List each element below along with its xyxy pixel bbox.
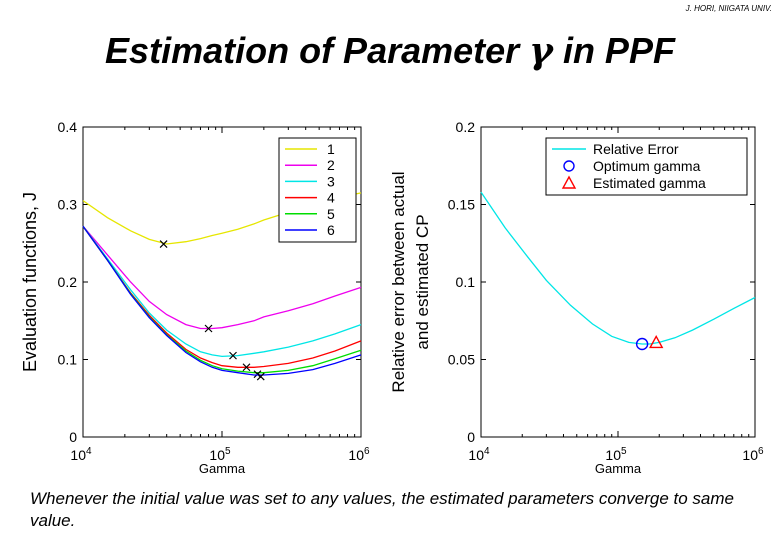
minimum-x-marker (253, 370, 262, 379)
title-suffix: in PPF (552, 30, 675, 71)
series-line-5 (82, 225, 362, 374)
series-line-4 (82, 225, 362, 368)
x-tick-exponent: 4 (484, 446, 490, 457)
x-tick-exponent: 5 (621, 446, 627, 457)
legend-box (278, 137, 357, 243)
y-axis-label: Evaluation functions, J (20, 192, 40, 372)
slide-title: Estimation of Parameter γ in PPF (0, 30, 780, 72)
legend-circle-marker (563, 160, 575, 172)
title-prefix: Estimation of Parameter (105, 30, 530, 71)
x-axis-label: Gamma (199, 461, 246, 476)
x-tick-exponent: 5 (225, 446, 231, 457)
series-line-2 (82, 225, 362, 330)
legend-label: 6 (327, 222, 335, 238)
legend-label: 5 (327, 206, 335, 222)
minimum-x-marker (204, 324, 213, 333)
y-tick-label: 0.3 (58, 197, 78, 213)
author-credit: J. HORI, NIIGATA UNIV. (685, 4, 772, 13)
minimum-x-marker (159, 240, 168, 248)
series-line-6 (82, 225, 362, 376)
y-tick-label: 0 (69, 429, 77, 445)
y-tick-label: 0.15 (448, 197, 475, 213)
x-tick-exponent: 6 (758, 446, 764, 457)
y-tick-label: 0 (467, 429, 475, 445)
x-tick-label: 106 (742, 446, 764, 463)
slide-caption: Whenever the initial value was set to an… (30, 489, 734, 530)
y-tick-label: 0.2 (456, 119, 476, 135)
x-tick-exponent: 4 (86, 446, 92, 457)
x-axis-label: Gamma (595, 461, 642, 476)
legend-label: Estimated gamma (593, 175, 706, 191)
optimum-gamma-marker (635, 337, 649, 351)
legend-label: 2 (327, 157, 335, 173)
y-axis-label-line: Relative error between actual (389, 171, 408, 392)
minimum-x-marker (242, 363, 251, 372)
legend-box (545, 137, 748, 196)
y-tick-label: 0.05 (448, 352, 475, 368)
y-axis-label-line: and estimated CP (413, 214, 432, 349)
y-tick-label: 0.1 (456, 274, 476, 290)
minimum-x-marker (229, 351, 237, 360)
estimated-gamma-marker (649, 334, 664, 349)
y-tick-label: 0.4 (58, 119, 78, 135)
legend-label: 1 (327, 141, 335, 157)
y-tick-label: 0.1 (58, 352, 78, 368)
title-gamma-symbol: γ (529, 30, 553, 72)
x-tick-label: 104 (70, 446, 92, 463)
y-tick-label: 0.2 (58, 274, 78, 290)
series-line-3 (82, 225, 362, 358)
x-tick-label: 104 (468, 446, 490, 463)
legend-label: Relative Error (593, 141, 679, 157)
series-line-relative-error (480, 191, 756, 345)
legend-triangle-marker (561, 175, 577, 189)
x-tick-label: 106 (348, 446, 370, 463)
legend-label: 4 (327, 190, 335, 206)
legend-label: Optimum gamma (593, 158, 701, 174)
legend-label: 3 (327, 173, 335, 189)
minimum-x-marker (256, 372, 265, 381)
x-tick-exponent: 6 (364, 446, 370, 457)
